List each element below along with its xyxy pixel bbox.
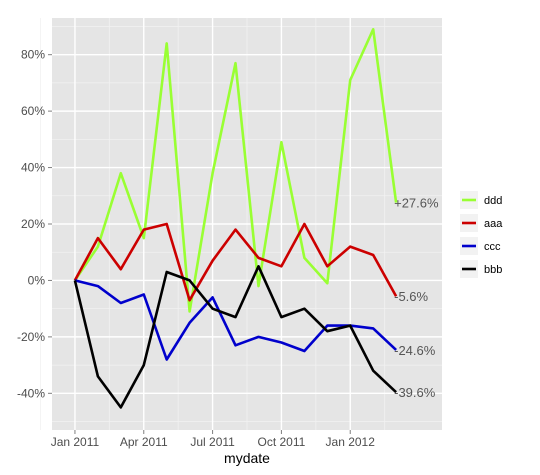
end-label-aaa: -5.6% [394,289,428,304]
legend-label-ddd: ddd [484,195,502,207]
x-tick-label: Jul 2011 [190,435,235,449]
x-tick-label: Jan 2012 [326,435,376,449]
series-line-ccc [74,279,397,361]
y-tick-label: 60% [21,104,45,118]
y-axis: -40% -20% 0% 20% 40% 60% 80% [17,48,52,400]
series-line-aaa [73,222,398,302]
y-tick-label: -40% [17,386,45,400]
legend: ddd aaa ccc bbb [458,190,530,284]
legend-label-bbb: bbb [484,264,502,276]
end-labels: +27.6% -5.6% -24.6% -39.6% [394,196,439,401]
x-axis: Jan 2011 Apr 2011 Jul 2011 Oct 2011 Jan 2012 [51,430,376,449]
end-label-ccc: -24.6% [394,343,436,358]
x-axis-title: mydate [224,450,270,466]
series-lines [73,27,398,409]
x-tick-label: Apr 2011 [120,435,168,449]
series-line-bbb [73,264,397,409]
y-tick-label: 0% [28,273,46,287]
y-tick-label: 40% [21,161,45,175]
end-label-bbb: -39.6% [394,385,436,400]
end-label-ddd: +27.6% [394,196,439,211]
y-tick-label: -20% [17,330,45,344]
y-tick-label: 20% [21,217,45,231]
x-tick-label: Oct 2011 [258,435,306,449]
y-tick-label: 80% [21,48,45,62]
x-tick-label: Jan 2011 [51,435,100,449]
legend-label-ccc: ccc [484,241,501,253]
series-line-ddd [73,27,398,313]
legend-label-aaa: aaa [484,218,503,230]
